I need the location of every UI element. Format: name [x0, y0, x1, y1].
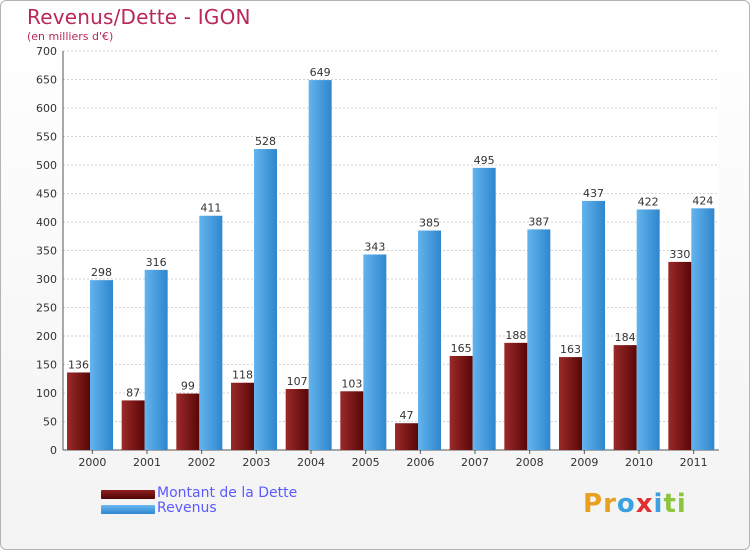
y-tick-label: 300: [36, 273, 57, 286]
x-tick-label: 2006: [406, 456, 434, 469]
y-tick-label: 50: [43, 416, 57, 429]
x-tick-label: 2005: [352, 456, 380, 469]
x-tick-label: 2010: [625, 456, 653, 469]
bar-revenue: [90, 280, 113, 450]
x-tick-label: 2009: [570, 456, 598, 469]
legend-swatch-revenue: [101, 505, 155, 514]
logo-letter: t: [663, 489, 677, 519]
data-label-revenue: 528: [255, 135, 276, 148]
bar-revenue: [199, 215, 223, 450]
legend-label-debt: Montant de la Dette: [157, 485, 298, 501]
bar-debt: [340, 391, 364, 450]
y-tick-label: 600: [36, 102, 57, 115]
bar-revenue: [254, 149, 277, 451]
logo-letter: r: [603, 489, 617, 519]
bar-debt: [668, 261, 692, 450]
logo-letter: x: [635, 489, 654, 519]
proxiti-logo: Proxiti: [583, 489, 687, 519]
y-tick-label: 500: [36, 159, 57, 172]
x-tick-label: 2007: [461, 456, 489, 469]
logo-letter: i: [653, 489, 664, 519]
legend-swatch-debt: [101, 490, 155, 499]
data-label-debt: 103: [341, 377, 362, 390]
x-tick-label: 2001: [133, 456, 161, 469]
data-label-debt: 184: [615, 331, 636, 344]
data-label-revenue: 422: [638, 195, 659, 208]
data-label-revenue: 298: [91, 266, 112, 279]
x-tick-label: 2003: [242, 456, 270, 469]
logo-letter: i: [676, 489, 687, 519]
x-tick-label: 2002: [188, 456, 216, 469]
bar-debt: [449, 355, 473, 450]
y-tick-label: 450: [36, 188, 57, 201]
data-label-revenue: 387: [528, 215, 549, 228]
data-label-revenue: 437: [583, 187, 604, 200]
bar-revenue: [472, 167, 496, 450]
data-label-revenue: 316: [146, 256, 167, 269]
chart-subtitle: (en milliers d'€): [27, 30, 114, 43]
data-label-debt: 188: [505, 329, 526, 342]
labels-layer: 136 298 87 316 99 411 118 528 107 649 103 343 47 385 1…: [68, 66, 713, 422]
chart-title: Revenus/Dette - IGON: [27, 5, 251, 29]
bar-debt: [285, 389, 309, 450]
data-label-revenue: 495: [474, 154, 495, 167]
bar-revenue: [144, 269, 168, 450]
y-tick-label: 150: [36, 359, 57, 372]
bar-debt: [176, 393, 200, 450]
data-label-debt: 165: [451, 342, 472, 355]
data-label-revenue: 424: [692, 194, 713, 207]
data-label-debt: 163: [560, 343, 581, 356]
data-label-revenue: 411: [200, 202, 221, 215]
grid-layer: [63, 50, 719, 451]
data-label-debt: 136: [68, 358, 89, 371]
y-tick-label: 550: [36, 131, 57, 144]
bar-debt: [504, 342, 528, 450]
y-tick-label: 250: [36, 302, 57, 315]
data-label-debt: 47: [400, 409, 414, 422]
y-tick-label: 0: [50, 444, 57, 457]
y-tick-label: 200: [36, 330, 57, 343]
bar-debt: [231, 382, 254, 450]
bar-revenue: [527, 229, 551, 450]
data-label-revenue: 385: [419, 217, 440, 230]
axis-layer: 0 50 100 150 200 250 300 350 400 450 500 550 600 650 7…: [36, 45, 719, 469]
bars-layer: [67, 80, 715, 451]
data-label-debt: 99: [181, 380, 195, 393]
bar-revenue: [636, 209, 660, 450]
bar-revenue: [363, 254, 387, 450]
x-tick-label: 2008: [516, 456, 544, 469]
x-tick-label: 2000: [78, 456, 106, 469]
logo-letter: P: [583, 489, 604, 519]
y-tick-label: 350: [36, 245, 57, 258]
logo-letter: o: [616, 489, 636, 519]
legend-label-revenue: Revenus: [157, 500, 217, 516]
bar-revenue: [691, 208, 715, 450]
y-tick-label: 100: [36, 387, 57, 400]
data-label-debt: 87: [126, 386, 140, 399]
data-label-revenue: 649: [310, 66, 331, 79]
bar-debt: [121, 400, 145, 450]
y-tick-label: 400: [36, 216, 57, 229]
data-label-revenue: 343: [364, 240, 385, 253]
bar-debt: [613, 345, 637, 450]
bar-revenue: [308, 80, 332, 450]
bar-debt: [559, 357, 582, 450]
bar-revenue: [418, 230, 441, 450]
x-tick-label: 2004: [297, 456, 325, 469]
bar-revenue: [582, 200, 605, 450]
data-label-debt: 330: [669, 248, 690, 261]
bar-debt: [395, 423, 418, 450]
x-tick-label: 2011: [680, 456, 708, 469]
y-tick-label: 700: [36, 45, 57, 58]
bar-debt: [67, 372, 90, 450]
y-tick-label: 650: [36, 74, 57, 87]
data-label-debt: 107: [287, 375, 308, 388]
data-label-debt: 118: [232, 369, 253, 382]
